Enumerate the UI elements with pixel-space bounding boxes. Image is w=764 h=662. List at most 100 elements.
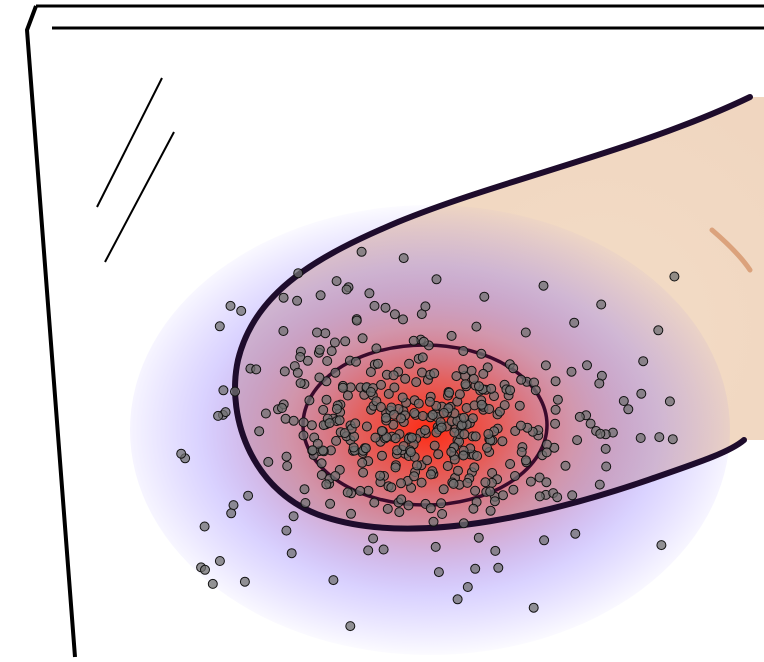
particle-dot [473, 532, 484, 543]
particle-dot [314, 344, 325, 355]
particle-dot [601, 461, 612, 472]
particle-dot [228, 500, 239, 511]
particle-dot [567, 490, 578, 501]
particle-dot [430, 541, 441, 552]
particle-dot [476, 348, 487, 359]
particle-dot [420, 425, 431, 436]
particle-dot [444, 387, 455, 398]
particle-dot [416, 477, 427, 488]
particle-dot [516, 447, 527, 457]
particle-dot [664, 396, 675, 407]
particle-dot [389, 382, 400, 393]
particle-dot [510, 471, 520, 481]
particle-dot [226, 508, 237, 519]
particle-dot [458, 346, 469, 356]
particle-dot [600, 443, 611, 454]
particle-dot [669, 271, 680, 282]
particle-dot [483, 429, 494, 439]
particle-dot [418, 336, 429, 347]
particle-dot [371, 343, 382, 354]
particle-dot [448, 478, 459, 489]
particle-dot [326, 346, 337, 357]
particle-dot [281, 525, 292, 536]
particle-dot [427, 410, 438, 420]
particle-dot [525, 476, 536, 487]
particle-dot [355, 485, 366, 496]
particle-dot [540, 360, 551, 371]
particle-dot [372, 358, 383, 369]
particle-dot [334, 415, 345, 426]
particle-dot [288, 415, 299, 426]
particle-dot [425, 503, 436, 514]
particle-dot [213, 410, 224, 421]
particle-dot [363, 485, 374, 496]
particle-dot [541, 447, 552, 458]
particle-dot [656, 540, 667, 551]
particle-dot [550, 418, 561, 429]
particle-dot [390, 433, 401, 444]
particle-dot [534, 472, 545, 483]
particle-dot [281, 451, 292, 462]
particle-dot [318, 404, 329, 415]
particle-dot [199, 521, 210, 532]
particle-dot [364, 288, 375, 299]
particle-dot [369, 300, 380, 311]
particle-dot [552, 492, 563, 503]
particle-dot [361, 421, 372, 432]
particle-dot [277, 403, 287, 413]
particle-dot [351, 315, 362, 326]
particle-dot [485, 505, 496, 516]
particle-dot [582, 360, 592, 371]
particle-dot [569, 317, 580, 328]
particle-dot [396, 478, 406, 489]
particle-dot [251, 364, 262, 375]
particle-dot [328, 575, 339, 586]
particle-dot [383, 388, 394, 399]
particle-dot [375, 402, 386, 412]
particle-dot [406, 432, 417, 443]
particle-dot [479, 291, 490, 302]
glass-reflection-line-1 [96, 77, 163, 208]
particle-dot [342, 487, 353, 498]
particle-dot [254, 426, 265, 437]
particle-dot [460, 379, 471, 390]
particle-dot [390, 462, 401, 473]
particle-dot [340, 336, 351, 347]
knuckle-crease [709, 227, 753, 273]
particle-dot [368, 533, 379, 544]
particle-dot [295, 378, 306, 389]
particle-dot [376, 426, 387, 436]
particle-dot [520, 327, 531, 338]
particle-dot [493, 562, 504, 573]
particle-dot [550, 376, 561, 387]
particle-dot [417, 411, 428, 421]
particle-dot [306, 420, 317, 431]
particle-dot [667, 434, 678, 445]
particle-dot [300, 498, 311, 508]
particle-dot [239, 576, 250, 587]
particle-dot [321, 394, 332, 405]
particle-dot [314, 372, 325, 383]
particle-dot [389, 309, 400, 320]
particle-dot [357, 457, 368, 468]
particle-dot [388, 419, 399, 430]
particle-dot [469, 462, 480, 473]
particle-dot [449, 427, 460, 438]
particle-dot [478, 368, 489, 379]
particle-dot [470, 563, 481, 574]
particle-dot [472, 451, 483, 461]
particle-dot [451, 371, 462, 382]
particle-dot [316, 470, 327, 480]
particle-dot [377, 450, 387, 461]
particle-dot [351, 356, 361, 367]
particle-dot [396, 413, 406, 424]
particle-dot [409, 408, 420, 418]
particle-dot [572, 435, 583, 446]
particle-dot [365, 367, 376, 377]
particle-dot [278, 326, 289, 336]
particle-dot [207, 578, 218, 589]
particle-dot [468, 373, 479, 384]
particle-dot [490, 545, 501, 556]
particle-dot [470, 485, 481, 496]
particle-dot [321, 479, 332, 490]
